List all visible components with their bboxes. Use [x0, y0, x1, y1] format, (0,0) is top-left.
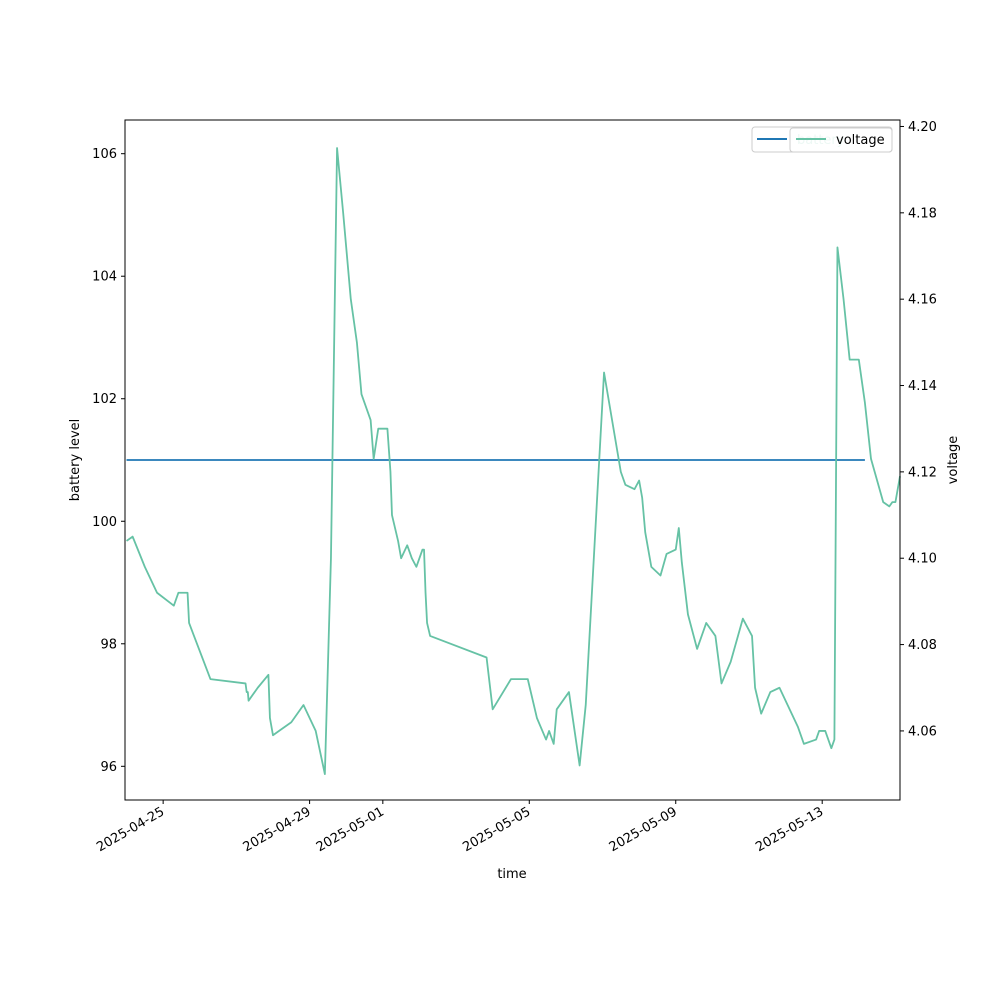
left-y-tick-label: 106 — [92, 147, 117, 162]
left-y-tick-label: 98 — [100, 637, 117, 652]
left-y-axis-label: battery level — [68, 419, 83, 502]
legend-box-voltage — [789, 127, 893, 153]
right-y-axis-label: voltage — [946, 436, 961, 485]
left-y-tick-label: 96 — [100, 760, 117, 775]
right-y-tick-label: 4.14 — [908, 379, 937, 394]
right-y-tick-label: 4.12 — [908, 465, 937, 480]
left-y-tick-label: 104 — [92, 270, 117, 285]
right-y-tick-label: 4.06 — [908, 724, 937, 739]
x-axis-label: time — [497, 867, 526, 882]
left-y-axis: 96 98 100 102 104 106 — [92, 147, 125, 775]
series-layer — [126, 147, 901, 775]
right-y-tick-label: 4.10 — [908, 552, 937, 567]
series-line-voltage — [126, 147, 901, 775]
left-y-tick-label: 100 — [92, 515, 117, 530]
right-y-tick-label: 4.20 — [908, 120, 937, 135]
right-y-axis: 4.06 4.08 4.10 4.12 4.14 4.16 4.18 4.20 — [900, 120, 937, 739]
right-y-tick-label: 4.16 — [908, 293, 937, 308]
right-y-tick-label: 4.08 — [908, 638, 937, 653]
right-y-tick-label: 4.18 — [908, 206, 937, 221]
plot-frame — [124, 119, 901, 801]
legend: battery voltage — [751, 126, 893, 153]
left-y-tick-label: 102 — [92, 392, 117, 407]
legend-label-voltage: voltage — [836, 133, 885, 148]
